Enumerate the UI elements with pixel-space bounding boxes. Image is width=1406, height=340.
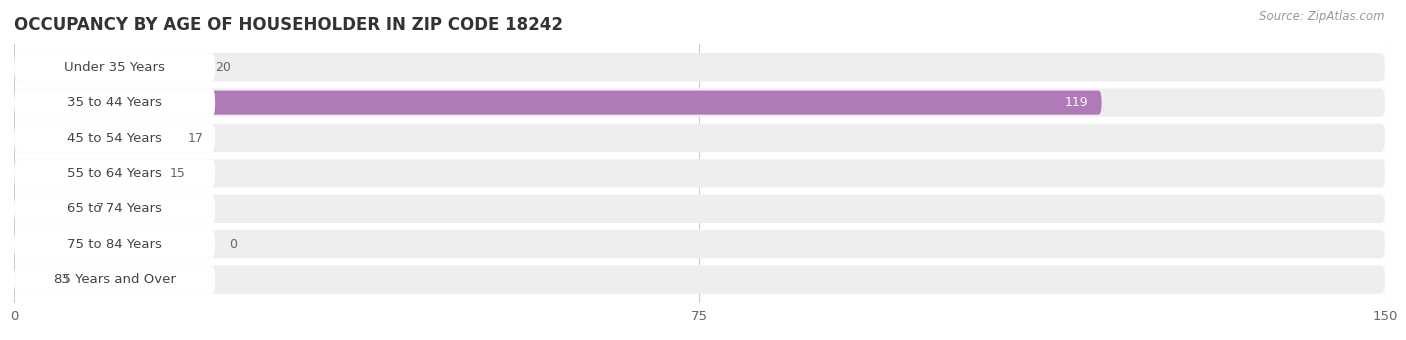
FancyBboxPatch shape: [14, 124, 215, 152]
Text: 7: 7: [96, 202, 104, 215]
Text: 65 to 74 Years: 65 to 74 Years: [67, 202, 162, 215]
FancyBboxPatch shape: [14, 53, 215, 81]
FancyBboxPatch shape: [14, 162, 152, 185]
FancyBboxPatch shape: [14, 159, 215, 188]
FancyBboxPatch shape: [14, 88, 1385, 117]
FancyBboxPatch shape: [14, 266, 1385, 294]
Text: 17: 17: [188, 132, 204, 144]
FancyBboxPatch shape: [14, 266, 215, 294]
Text: 35 to 44 Years: 35 to 44 Years: [67, 96, 162, 109]
FancyBboxPatch shape: [14, 159, 1385, 188]
Text: 55 to 64 Years: 55 to 64 Years: [67, 167, 162, 180]
Text: 15: 15: [170, 167, 186, 180]
FancyBboxPatch shape: [14, 126, 170, 150]
FancyBboxPatch shape: [14, 124, 1385, 152]
Text: 119: 119: [1064, 96, 1088, 109]
Text: OCCUPANCY BY AGE OF HOUSEHOLDER IN ZIP CODE 18242: OCCUPANCY BY AGE OF HOUSEHOLDER IN ZIP C…: [14, 16, 562, 34]
FancyBboxPatch shape: [14, 88, 215, 117]
FancyBboxPatch shape: [14, 230, 1385, 258]
Text: 45 to 54 Years: 45 to 54 Years: [67, 132, 162, 144]
Text: 0: 0: [229, 238, 236, 251]
Text: 3: 3: [60, 273, 67, 286]
Text: 85 Years and Over: 85 Years and Over: [53, 273, 176, 286]
Text: 20: 20: [215, 61, 231, 74]
FancyBboxPatch shape: [14, 197, 79, 221]
Text: Source: ZipAtlas.com: Source: ZipAtlas.com: [1260, 10, 1385, 23]
FancyBboxPatch shape: [14, 268, 42, 292]
FancyBboxPatch shape: [14, 230, 215, 258]
FancyBboxPatch shape: [14, 194, 215, 223]
FancyBboxPatch shape: [14, 53, 1385, 81]
FancyBboxPatch shape: [14, 194, 1385, 223]
FancyBboxPatch shape: [14, 55, 197, 79]
FancyBboxPatch shape: [14, 90, 1102, 115]
Text: 75 to 84 Years: 75 to 84 Years: [67, 238, 162, 251]
Text: Under 35 Years: Under 35 Years: [65, 61, 165, 74]
